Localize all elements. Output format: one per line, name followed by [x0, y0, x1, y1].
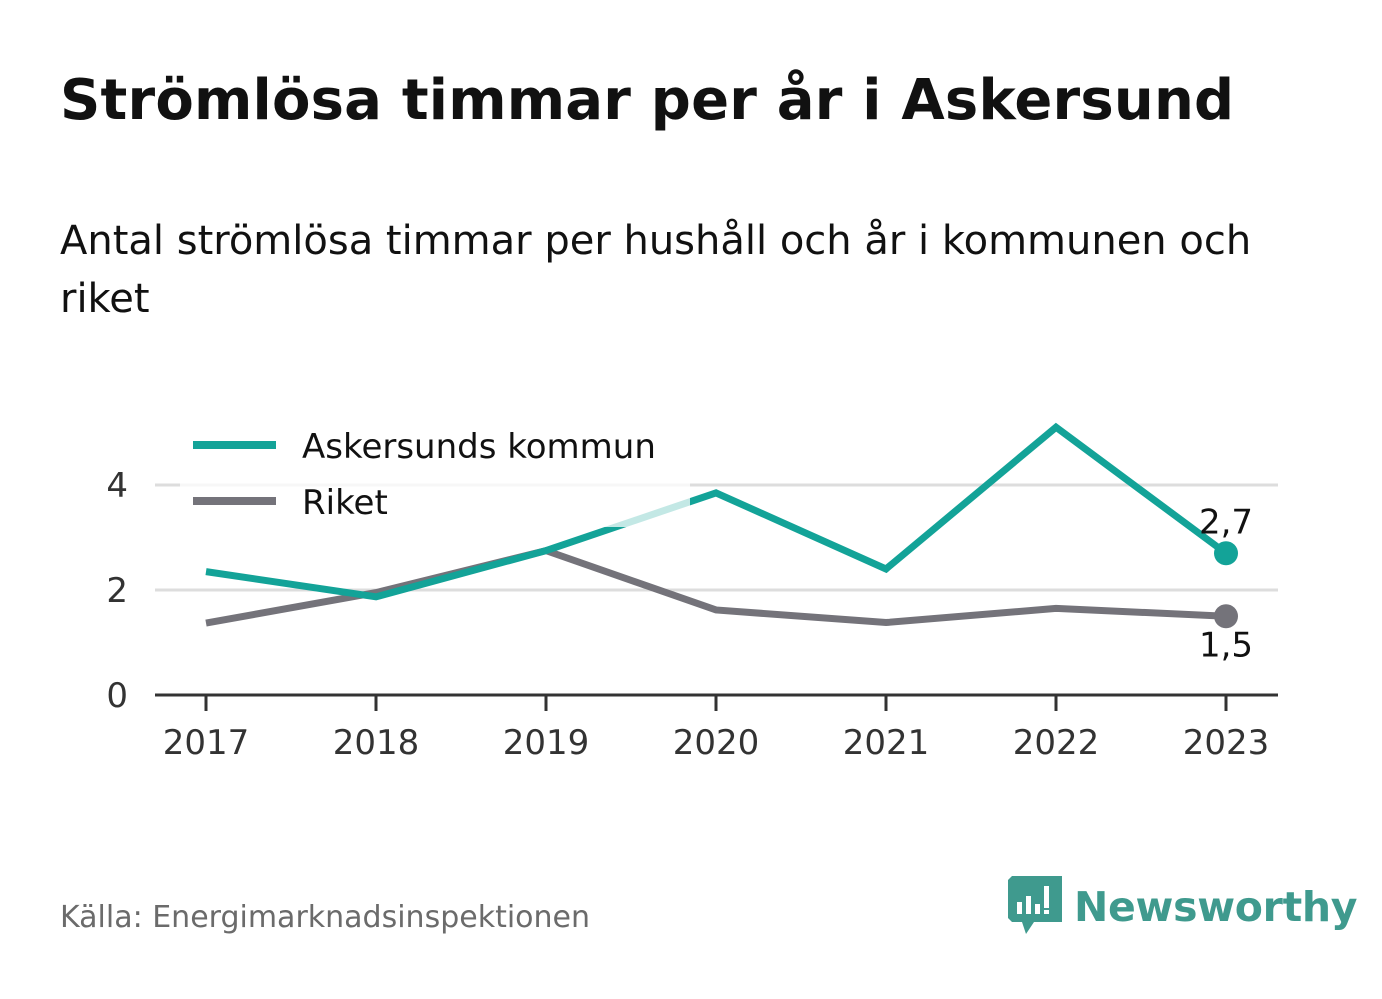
brand-name: Newsworthy [1074, 883, 1358, 931]
y-axis-tick-labels: 0 2 4 [106, 466, 128, 716]
end-label-riket: 1,5 [1199, 625, 1253, 665]
legend: Askersunds kommun Riket [193, 427, 656, 523]
newsworthy-logo-icon [1008, 876, 1062, 934]
x-tick-label-2017: 2017 [163, 723, 250, 763]
legend-label-riket: Riket [302, 483, 388, 523]
y-tick-label-2: 2 [106, 571, 128, 611]
series-line-riket [205, 546, 1227, 627]
legend-label-askersund: Askersunds kommun [302, 427, 656, 467]
x-tick-label-2023: 2023 [1183, 723, 1270, 763]
series-line-askersund [205, 422, 1229, 601]
newsworthy-logo: Newsworthy [1008, 876, 1357, 938]
end-label-askersund: 2,7 [1199, 502, 1253, 542]
x-tick-label-2021: 2021 [843, 723, 930, 763]
legend-background [180, 423, 690, 527]
x-tick-label-2018: 2018 [333, 723, 420, 763]
chart-title: Strömlösa timmar per år i Askersund [60, 68, 1235, 133]
y-tick-label-4: 4 [106, 466, 128, 506]
end-point-askersund [1214, 541, 1238, 566]
x-tick-label-2019: 2019 [503, 723, 590, 763]
chart-subtitle: Antal strömlösa timmar per hushåll och å… [60, 218, 1252, 322]
x-tick-label-2020: 2020 [673, 723, 760, 763]
end-point-riket [1214, 604, 1238, 629]
x-tick-label-2022: 2022 [1013, 723, 1100, 763]
series-askersund [205, 422, 1238, 601]
end-value-labels: 2,7 1,5 [1199, 502, 1253, 665]
y-tick-label-0: 0 [106, 676, 128, 716]
series-riket [205, 546, 1238, 629]
x-axis-ticks: 2017 2018 2019 2020 2021 2022 2023 [163, 695, 1270, 763]
source-note: Källa: Energimarknadsinspektionen [60, 900, 591, 935]
